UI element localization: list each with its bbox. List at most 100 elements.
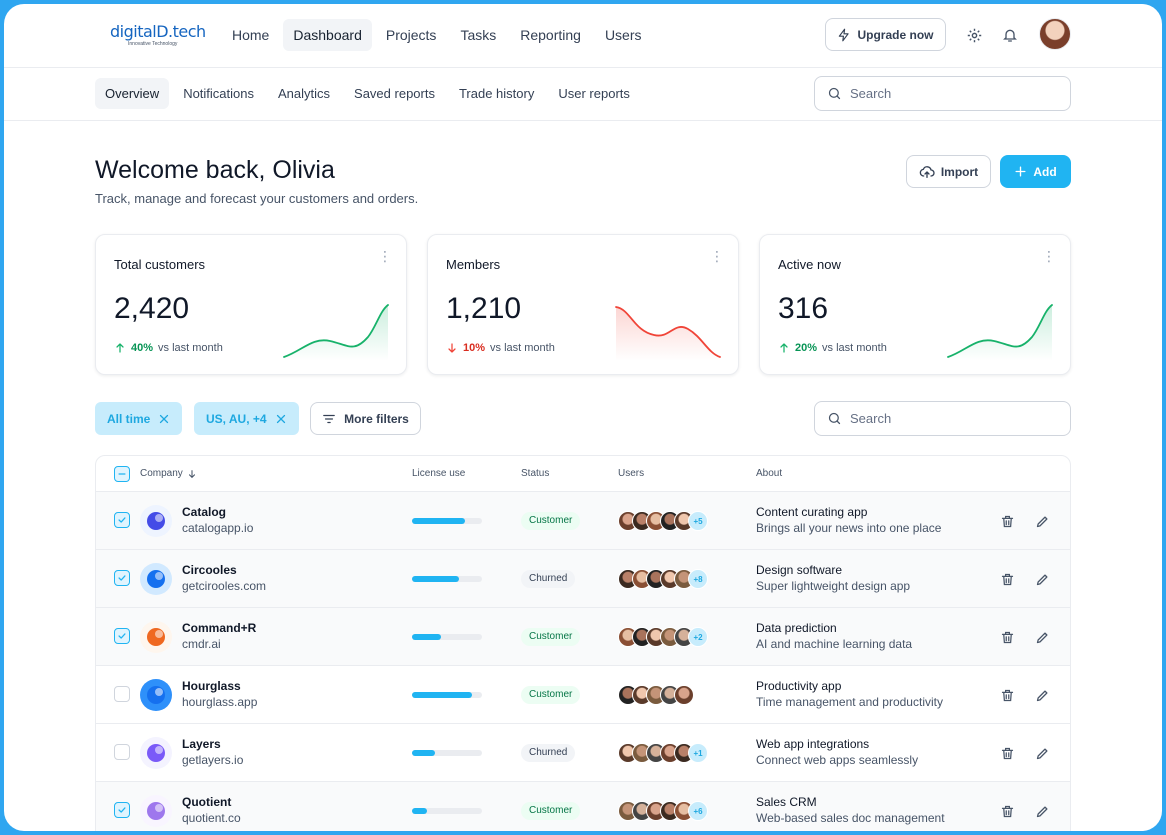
pencil-icon <box>1036 690 1047 701</box>
row-checkbox[interactable] <box>114 628 130 644</box>
settings-button[interactable] <box>963 24 985 46</box>
row-checkbox[interactable] <box>114 744 130 760</box>
table-search[interactable] <box>814 401 1071 436</box>
tab-user-reports[interactable]: User reports <box>558 86 630 101</box>
tab-overview[interactable]: Overview <box>95 78 170 109</box>
company-logo-icon <box>140 621 172 653</box>
check-icon <box>118 633 126 639</box>
column-license: License use <box>412 468 466 479</box>
page-title: Welcome back, Olivia <box>95 156 335 184</box>
more-vertical-icon[interactable]: ⋮ <box>378 248 392 264</box>
header-search[interactable] <box>814 76 1071 111</box>
extra-users-count: +1 <box>688 743 708 763</box>
more-vertical-icon[interactable]: ⋮ <box>1042 248 1056 264</box>
column-company[interactable]: Company <box>140 468 197 479</box>
check-icon <box>118 807 126 813</box>
table-row[interactable]: Command+R cmdr.ai Customer +2 Data predictio… <box>96 608 1070 666</box>
nav-item-tasks[interactable]: Tasks <box>460 27 497 43</box>
more-filters-button[interactable]: More filters <box>310 402 421 435</box>
close-icon[interactable] <box>275 413 287 425</box>
extra-users-count: +5 <box>688 511 708 531</box>
user-avatar-group[interactable] <box>618 685 694 705</box>
bell-icon <box>1003 29 1017 42</box>
row-checkbox[interactable] <box>114 802 130 818</box>
stat-value: 1,210 <box>446 292 522 325</box>
user-avatar-group[interactable]: +6 <box>618 801 708 821</box>
plus-icon <box>1015 166 1026 177</box>
license-progress-fill <box>412 808 428 814</box>
about-title: Sales CRM <box>756 795 817 809</box>
status-badge: Churned <box>521 744 576 762</box>
edit-button[interactable] <box>1033 570 1051 588</box>
user-avatar-group[interactable]: +5 <box>618 511 708 531</box>
row-checkbox[interactable] <box>114 512 130 528</box>
table-row[interactable]: Circooles getcirooles.com Churned +8 Design … <box>96 550 1070 608</box>
delete-button[interactable] <box>998 802 1016 820</box>
page-subtitle: Track, manage and forecast your customer… <box>95 191 419 206</box>
row-checkbox[interactable] <box>114 686 130 702</box>
row-checkbox[interactable] <box>114 570 130 586</box>
pencil-icon <box>1036 748 1047 759</box>
edit-button[interactable] <box>1033 628 1051 646</box>
nav-item-users[interactable]: Users <box>604 27 642 43</box>
about-description: Super lightweight design app <box>756 579 911 593</box>
stat-title: Active now <box>778 257 841 272</box>
tab-saved-reports[interactable]: Saved reports <box>354 86 435 101</box>
delete-button[interactable] <box>998 628 1016 646</box>
stat-change: 40% <box>131 342 154 354</box>
table-row[interactable]: Hourglass hourglass.app Customer Productivi… <box>96 666 1070 724</box>
filter-chip-region[interactable]: US, AU, +4 <box>194 402 299 435</box>
delete-button[interactable] <box>998 686 1016 704</box>
import-button[interactable]: Import <box>906 155 991 188</box>
check-icon <box>118 575 126 581</box>
lightning-icon <box>839 28 850 41</box>
company-name: Quotient <box>182 795 232 809</box>
table-search-input[interactable] <box>850 411 1050 426</box>
tab-notifications[interactable]: Notifications <box>183 86 254 101</box>
user-avatar-group[interactable]: +8 <box>618 569 708 589</box>
table-row[interactable]: Layers getlayers.io Churned +1 Web app integ… <box>96 724 1070 782</box>
filter-chip-time[interactable]: All time <box>95 402 183 435</box>
user-avatar[interactable] <box>1039 18 1071 50</box>
company-name: Circooles <box>182 563 237 577</box>
header-search-input[interactable] <box>850 86 1050 101</box>
filter-chip-label: All time <box>107 411 151 426</box>
select-all-checkbox[interactable] <box>114 466 130 482</box>
edit-button[interactable] <box>1033 686 1051 704</box>
upgrade-button[interactable]: Upgrade now <box>825 18 946 51</box>
about-title: Productivity app <box>756 679 842 693</box>
app-window: digitalD.tech Innovative Technology Home… <box>4 4 1162 831</box>
add-button[interactable]: Add <box>1000 155 1071 188</box>
company-logo-icon <box>140 679 172 711</box>
company-name: Hourglass <box>182 679 241 693</box>
table-row[interactable]: Catalog catalogapp.io Customer +5 Content cu… <box>96 492 1070 550</box>
nav-item-home[interactable]: Home <box>232 27 270 43</box>
tab-analytics[interactable]: Analytics <box>278 86 331 101</box>
edit-button[interactable] <box>1033 512 1051 530</box>
edit-button[interactable] <box>1033 744 1051 762</box>
company-logo-icon <box>140 505 172 537</box>
table-row[interactable]: Quotient quotient.co Customer +6 Sales CRM We… <box>96 782 1070 831</box>
pencil-icon <box>1036 632 1047 643</box>
delete-button[interactable] <box>998 570 1016 588</box>
delete-button[interactable] <box>998 512 1016 530</box>
delete-button[interactable] <box>998 744 1016 762</box>
license-progress-bar <box>412 750 482 756</box>
company-website: quotient.co <box>182 811 241 825</box>
about-title: Data prediction <box>756 621 837 635</box>
trash-icon <box>1001 747 1013 759</box>
close-icon[interactable] <box>158 413 170 425</box>
edit-button[interactable] <box>1033 802 1051 820</box>
user-avatar-group[interactable]: +2 <box>618 627 708 647</box>
stat-trend: 10% vs last month <box>446 342 555 354</box>
user-avatar-group[interactable]: +1 <box>618 743 708 763</box>
notifications-button[interactable] <box>999 24 1021 46</box>
nav-item-projects[interactable]: Projects <box>385 27 437 43</box>
more-vertical-icon[interactable]: ⋮ <box>710 248 724 264</box>
nav-item-reporting[interactable]: Reporting <box>520 27 581 43</box>
company-logo-icon <box>140 737 172 769</box>
brand-logo[interactable]: digitalD.tech Innovative Technology <box>110 22 206 52</box>
tab-trade-history[interactable]: Trade history <box>458 86 535 101</box>
nav-item-dashboard[interactable]: Dashboard <box>283 19 372 51</box>
section-tabs: Overview Notifications Analytics Saved repo… <box>95 78 640 109</box>
